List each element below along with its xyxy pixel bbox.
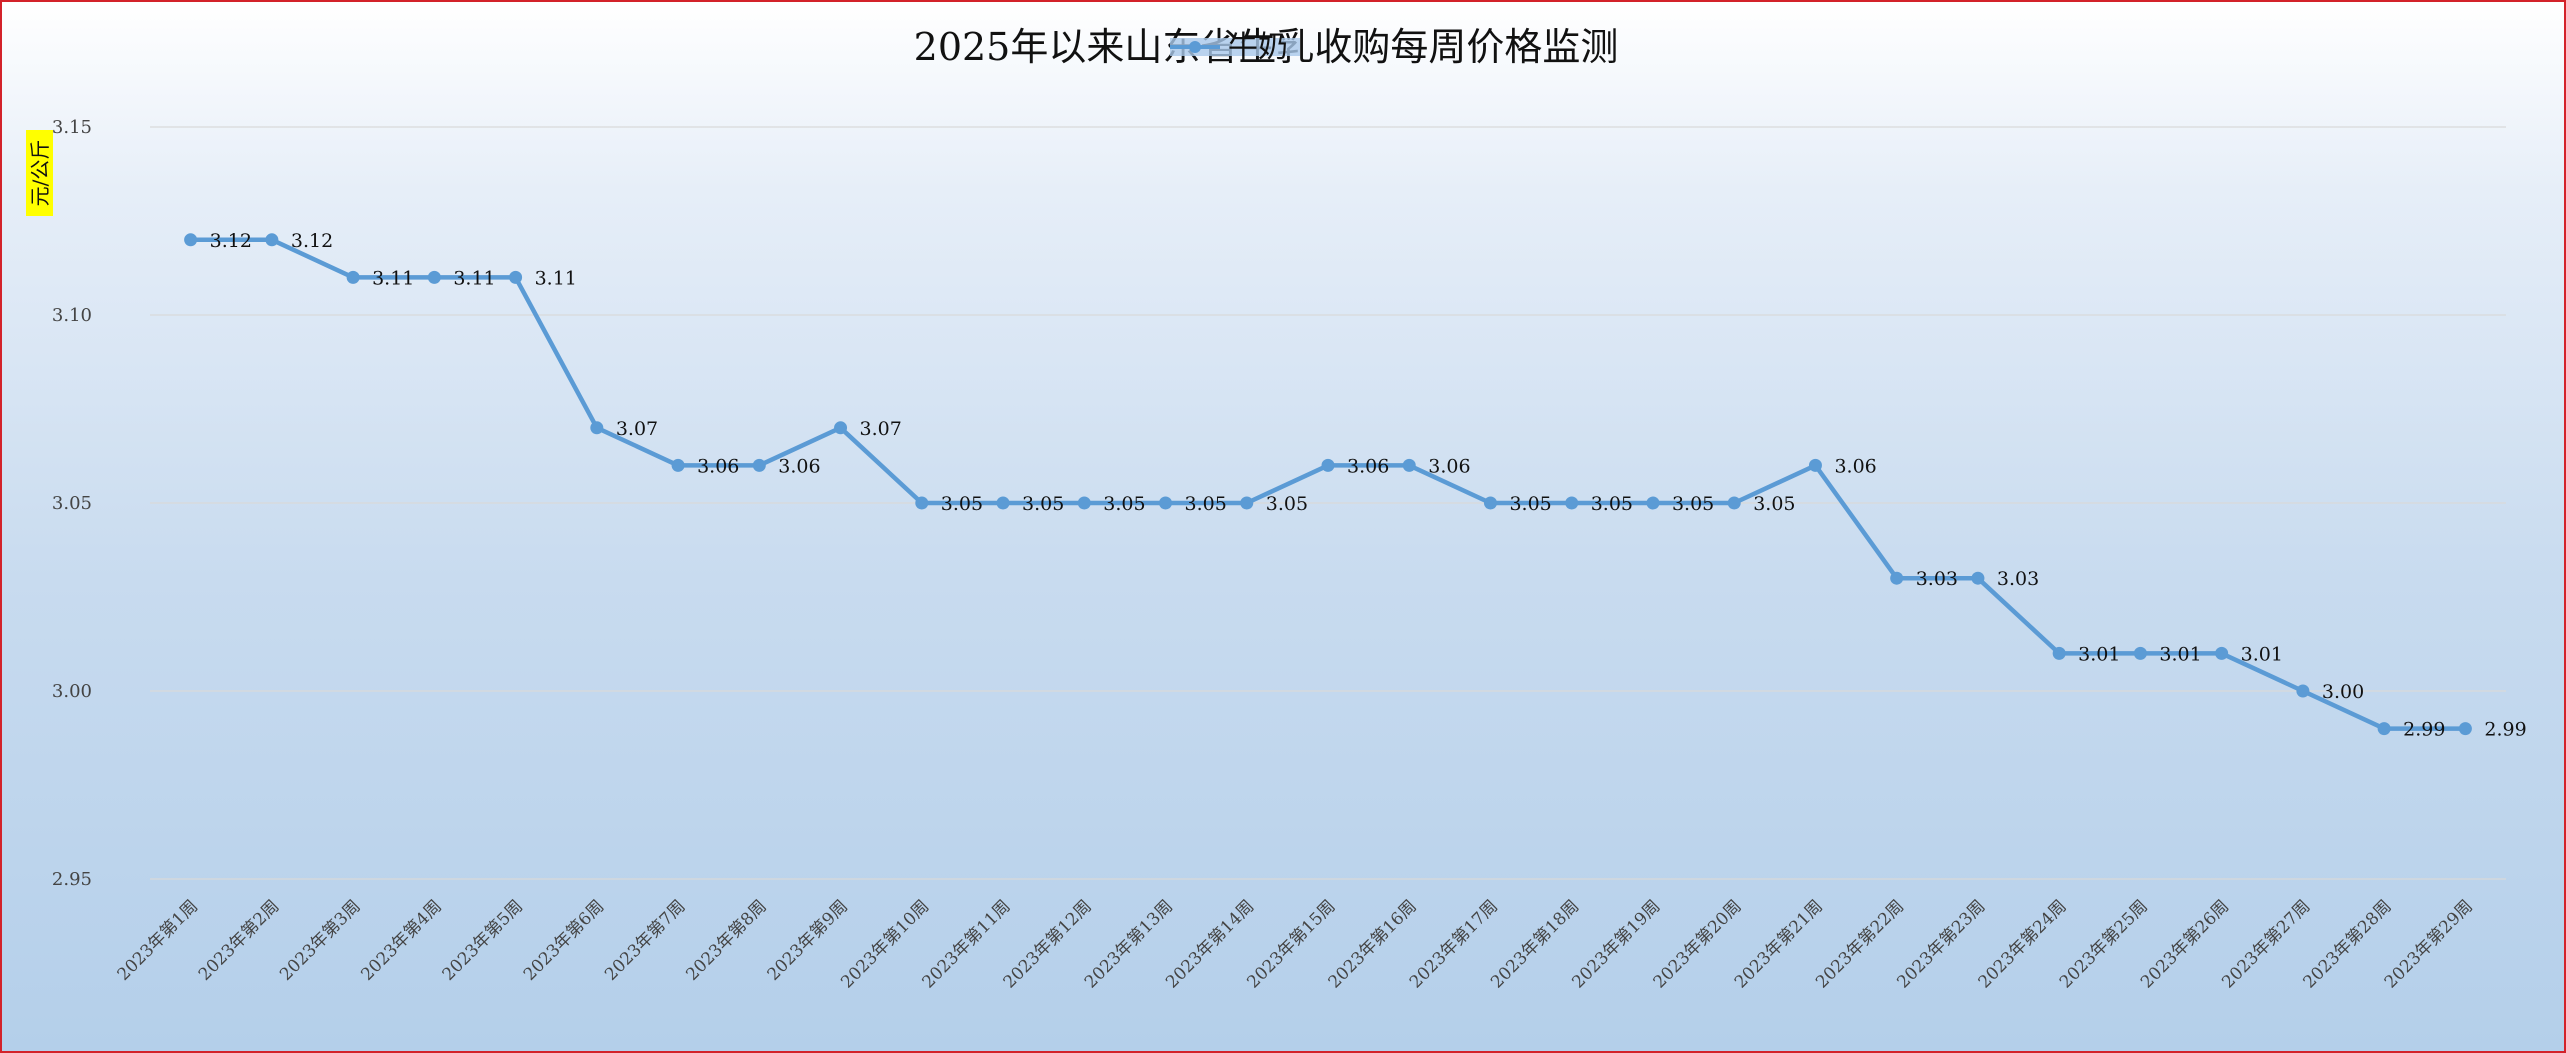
data-label: 2.99 bbox=[2403, 719, 2445, 741]
x-tick-label: 2023年第6周 bbox=[520, 896, 608, 984]
data-label: 3.05 bbox=[1103, 493, 1145, 515]
data-point bbox=[1159, 496, 1173, 510]
data-label: 3.11 bbox=[372, 267, 414, 289]
x-tick-label: 2023年第9周 bbox=[764, 896, 852, 984]
x-tick-label: 2023年第5周 bbox=[439, 896, 527, 984]
data-label: 3.05 bbox=[1753, 493, 1795, 515]
data-point bbox=[346, 270, 360, 284]
data-point bbox=[1890, 571, 1904, 585]
data-point bbox=[265, 233, 279, 247]
data-label: 3.12 bbox=[291, 230, 333, 252]
data-label: 3.05 bbox=[1591, 493, 1633, 515]
data-label: 3.03 bbox=[1916, 568, 1958, 590]
data-point bbox=[2296, 684, 2310, 698]
data-point bbox=[1808, 458, 1822, 472]
data-label: 3.06 bbox=[697, 455, 739, 477]
data-label: 3.00 bbox=[2322, 681, 2364, 703]
series-milk: 3.12 3.12 3.11 3.11 3.11 3.07 3.06 3.06 3.07 3.05… bbox=[184, 230, 2527, 741]
data-label: 3.05 bbox=[941, 493, 983, 515]
y-tick-label: 3.05 bbox=[52, 493, 92, 514]
data-label: 3.11 bbox=[453, 267, 495, 289]
x-axis-ticks: 2023年第1周2023年第2周2023年第3周2023年第4周2023年第5周… bbox=[114, 896, 2477, 992]
data-label: 3.05 bbox=[1185, 493, 1227, 515]
x-tick-label: 2023年第3周 bbox=[276, 896, 364, 984]
data-label: 3.12 bbox=[210, 230, 252, 252]
data-label: 3.05 bbox=[1022, 493, 1064, 515]
data-point bbox=[996, 496, 1010, 510]
data-point bbox=[1483, 496, 1497, 510]
y-axis-title: 元/公斤 bbox=[28, 140, 52, 207]
series-line bbox=[190, 237, 2466, 731]
data-point bbox=[2377, 722, 2391, 736]
data-point bbox=[2052, 646, 2066, 660]
data-label: 3.06 bbox=[1834, 455, 1876, 477]
data-label: 3.01 bbox=[2241, 643, 2283, 665]
y-tick-label: 2.95 bbox=[52, 869, 92, 890]
y-axis-label-highlight bbox=[26, 130, 53, 216]
data-point bbox=[2133, 646, 2147, 660]
data-point bbox=[1240, 496, 1254, 510]
data-label: 3.06 bbox=[1428, 455, 1470, 477]
data-point bbox=[752, 458, 766, 472]
y-tick-label: 3.00 bbox=[52, 681, 92, 702]
data-label: 2.99 bbox=[2484, 719, 2526, 741]
data-point bbox=[2215, 646, 2229, 660]
data-label: 3.06 bbox=[1347, 455, 1389, 477]
data-point bbox=[671, 458, 685, 472]
data-point bbox=[427, 270, 441, 284]
legend-label: 牛奶 bbox=[1228, 30, 1288, 65]
data-label: 3.07 bbox=[616, 418, 658, 440]
x-tick-label: 2023年第7周 bbox=[601, 896, 689, 984]
data-label: 3.05 bbox=[1672, 493, 1714, 515]
data-point bbox=[2458, 722, 2472, 736]
x-tick-label: 2023年第2周 bbox=[195, 896, 283, 984]
data-point bbox=[1321, 458, 1335, 472]
data-label: 3.11 bbox=[535, 267, 577, 289]
data-point bbox=[590, 421, 604, 435]
data-label: 3.07 bbox=[860, 418, 902, 440]
data-point bbox=[1402, 458, 1416, 472]
data-point bbox=[1077, 496, 1091, 510]
x-tick-label: 2023年第8周 bbox=[682, 896, 770, 984]
data-label: 3.06 bbox=[778, 455, 820, 477]
data-label: 3.03 bbox=[1997, 568, 2039, 590]
data-label: 3.05 bbox=[1266, 493, 1308, 515]
data-point bbox=[834, 421, 848, 435]
x-tick-label: 2023年第4周 bbox=[357, 896, 445, 984]
y-tick-label: 3.15 bbox=[52, 117, 92, 138]
legend: 牛奶 bbox=[1170, 30, 1300, 65]
data-point bbox=[1565, 496, 1579, 510]
y-axis-label: 元/公斤 bbox=[26, 130, 53, 216]
data-label: 3.01 bbox=[2078, 643, 2120, 665]
data-label: 3.05 bbox=[1509, 493, 1551, 515]
y-axis-ticks: 2.95 3.00 3.05 3.10 3.15 bbox=[52, 117, 92, 890]
legend-highlight bbox=[1170, 38, 1300, 56]
data-point bbox=[1971, 571, 1985, 585]
gridlines bbox=[150, 126, 2506, 880]
data-label: 3.01 bbox=[2159, 643, 2201, 665]
y-tick-label: 3.10 bbox=[52, 305, 92, 326]
data-point bbox=[1727, 496, 1741, 510]
data-point bbox=[509, 270, 523, 284]
data-point bbox=[1646, 496, 1660, 510]
legend-marker-swatch bbox=[1189, 41, 1201, 53]
x-tick-label: 2023年第1周 bbox=[114, 896, 202, 984]
data-point bbox=[184, 233, 198, 247]
data-point bbox=[915, 496, 929, 510]
